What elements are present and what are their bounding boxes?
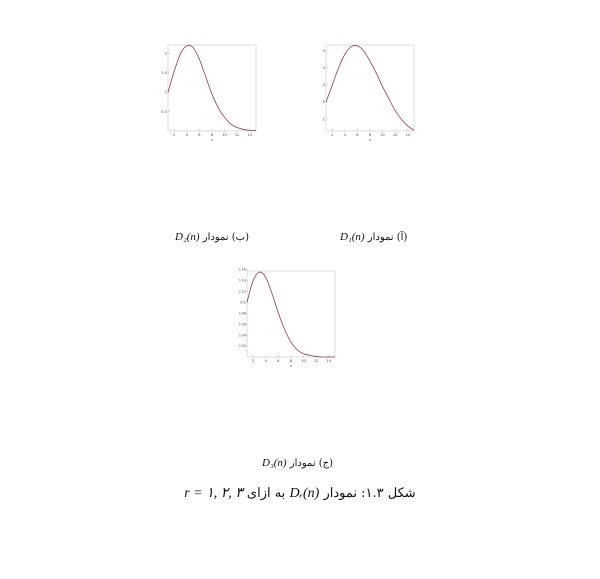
series-line bbox=[246, 271, 335, 358]
caption-a-math: D₁(n) bbox=[340, 231, 365, 243]
x-tick-label: 6 bbox=[198, 133, 200, 137]
x-tick-label: 2 bbox=[173, 133, 175, 137]
y-tick-label: 0.12 bbox=[239, 289, 246, 293]
x-tick-label: 10 bbox=[301, 359, 305, 363]
x-tick-label: 6 bbox=[277, 359, 279, 363]
figure-caption: شکل ۱.۳: نمودار Dᵣ(n) به ازای r = ۱, ۲, … bbox=[0, 485, 600, 502]
figure-math: Dᵣ(n) bbox=[289, 486, 320, 501]
x-tick-label: 12 bbox=[393, 133, 397, 137]
caption-c-math: D₃(n) bbox=[262, 457, 287, 469]
caption-a: (آ) نمودار D₁(n) bbox=[340, 231, 407, 243]
x-tick-label: 14 bbox=[247, 133, 252, 137]
y-tick-label: 0.16 bbox=[239, 268, 246, 272]
y-tick-label: 4 bbox=[323, 66, 326, 70]
x-tick-label: 10 bbox=[222, 133, 226, 137]
caption-b-math: D₂(n) bbox=[175, 231, 200, 243]
series-line bbox=[325, 45, 415, 131]
caption-c: (ج) نمودار D₃(n) bbox=[262, 457, 333, 469]
y-tick-label: 0.08 bbox=[239, 311, 246, 315]
x-tick-label: 4 bbox=[186, 133, 189, 137]
y-tick-label: 0.14 bbox=[239, 279, 247, 283]
y-tick-label: 5 bbox=[323, 49, 325, 53]
x-axis-label: x bbox=[290, 364, 292, 368]
x-tick-label: 4 bbox=[265, 359, 268, 363]
y-tick-label: 1 bbox=[165, 90, 167, 94]
y-tick-label: 0.5 bbox=[161, 110, 167, 114]
x-tick-label: 2 bbox=[252, 359, 254, 363]
figure-prefix: شکل ۱.۳: نمودار bbox=[323, 486, 416, 501]
x-tick-label: 12 bbox=[314, 359, 318, 363]
y-tick-label: 2 bbox=[165, 52, 167, 56]
caption-b: (ب) نمودار D₂(n) bbox=[175, 231, 249, 243]
plot-b: 2 4 6 8 10 12 14 0.5 1 1.5 2 x bbox=[161, 44, 257, 142]
x-tick-label: 10 bbox=[380, 133, 384, 137]
figure-formula: r = ۱, ۲, ۳ bbox=[184, 486, 243, 501]
y-tick-label: 0.1 bbox=[240, 300, 246, 304]
plot-frame bbox=[246, 270, 336, 358]
y-tick-label: 1.5 bbox=[161, 71, 167, 75]
figure-middle: به ازای bbox=[246, 486, 286, 501]
x-tick-label: 12 bbox=[235, 133, 239, 137]
x-tick-label: 8 bbox=[290, 359, 292, 363]
caption-b-label: (ب) نمودار bbox=[202, 232, 249, 243]
x-tick-label: 14 bbox=[326, 359, 331, 363]
plot-frame bbox=[167, 44, 257, 132]
y-tick-label: 2 bbox=[323, 100, 325, 104]
plot-c: 2 4 6 8 10 12 14 0.02 0.04 0.06 0.08 0.1 0.12 0.14 0.1… bbox=[239, 268, 336, 368]
x-tick-label: 8 bbox=[211, 133, 213, 137]
caption-c-label: (ج) نمودار bbox=[289, 458, 334, 469]
y-tick-label: 0.06 bbox=[239, 322, 246, 326]
x-tick-label: 6 bbox=[356, 133, 358, 137]
x-tick-label: 4 bbox=[344, 133, 347, 137]
caption-a-label: (آ) نمودار bbox=[367, 232, 408, 243]
x-tick-label: 14 bbox=[405, 133, 410, 137]
x-axis-label: x bbox=[211, 138, 213, 142]
x-tick-label: 8 bbox=[369, 133, 371, 137]
x-tick-label: 2 bbox=[331, 133, 333, 137]
x-axis-label: x bbox=[369, 138, 371, 142]
y-tick-label: 0.04 bbox=[239, 333, 247, 337]
series-line bbox=[167, 44, 257, 132]
y-tick-label: 1 bbox=[323, 117, 325, 121]
y-tick-label: 0.02 bbox=[239, 344, 246, 348]
y-tick-label: 3 bbox=[323, 83, 325, 87]
